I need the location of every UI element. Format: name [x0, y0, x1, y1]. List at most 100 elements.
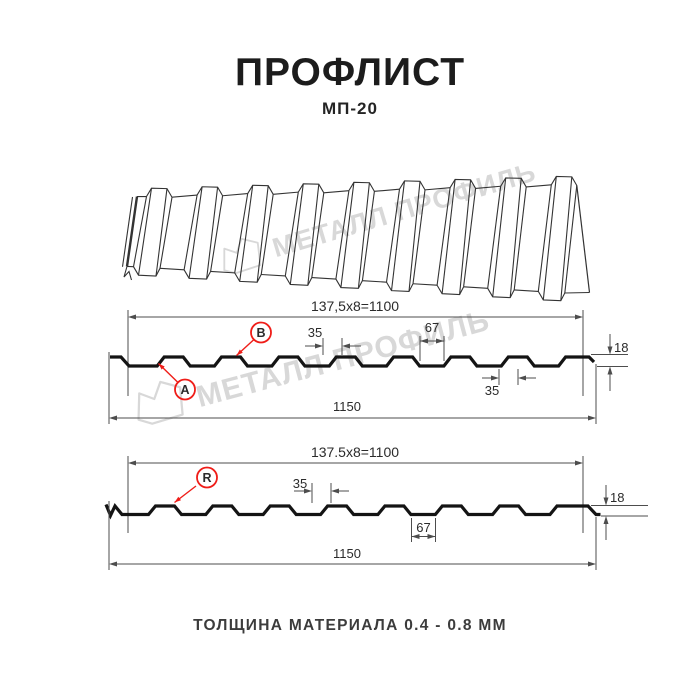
sheet-near-edge: [261, 273, 286, 277]
rib-far-end: [196, 186, 224, 197]
valley-width-label: 67: [416, 520, 430, 535]
rib-edge: [159, 197, 173, 269]
rib-far-end: [247, 184, 274, 195]
dimension-arrow: [109, 561, 117, 567]
rib-edge: [132, 196, 148, 267]
rib-width-label: 35: [308, 325, 322, 340]
rib-edge: [487, 186, 502, 289]
rib-edge: [357, 182, 370, 289]
sheet-far-edge: [424, 187, 451, 191]
cross-section-r: 137.5x8=1100 R 35 18 67 1150: [104, 444, 648, 570]
profile-model: МП-20: [322, 99, 378, 118]
rib-edge: [408, 181, 421, 292]
rib-edge: [256, 185, 269, 283]
dimension-arrow: [588, 415, 596, 421]
rib-edge: [137, 188, 153, 276]
rib-edge: [560, 176, 573, 301]
working-width-label: 137.5x8=1100: [311, 444, 399, 460]
dimension-arrow: [436, 338, 444, 344]
dimension-arrow: [491, 375, 499, 381]
sheet-near-edge: [159, 267, 185, 271]
rib-base-label: 35: [485, 383, 499, 398]
dimension-arrow: [575, 314, 583, 320]
dimension-arrow: [575, 460, 583, 466]
sheet-near-edge: [412, 283, 438, 286]
sheet-near-edge: [463, 286, 488, 289]
dimension-arrow: [128, 314, 136, 320]
rib-edge: [284, 192, 299, 277]
rib-edge: [155, 188, 168, 277]
dimension-arrow: [315, 343, 323, 349]
rib-far-end: [449, 178, 477, 189]
dimension-arrow: [603, 497, 609, 506]
rib-near-end: [386, 281, 414, 293]
rib-edge: [260, 194, 274, 275]
rib-edge: [390, 180, 406, 291]
dimension-arrow: [331, 488, 339, 494]
rib-near-end: [537, 291, 566, 302]
callout-arrow: [158, 363, 165, 370]
callout-letter: A: [180, 383, 189, 397]
rib-far-end: [146, 187, 173, 198]
material-thickness-note: ТОЛЩИНА МАТЕРИАЛА 0.4 - 0.8 ММ: [193, 617, 507, 634]
sheet-far-edge: [222, 193, 248, 197]
height-label: 18: [610, 490, 624, 505]
sheet-end-edge: [121, 196, 134, 267]
rib-edge: [385, 189, 401, 283]
rib-edge: [234, 193, 249, 273]
rib-edge: [335, 190, 350, 280]
rib-far-end: [399, 180, 426, 191]
rib-edge: [206, 187, 219, 280]
sheet-far-edge: [475, 185, 501, 189]
dimension-arrow: [607, 346, 613, 355]
dimension-arrow: [607, 366, 613, 375]
profile-3d-sketch: [121, 175, 591, 302]
rib-edge: [307, 184, 320, 286]
rib-near-end: [487, 288, 515, 299]
rib-edge: [459, 179, 472, 295]
working-width-label: 137,5x8=1100: [311, 298, 399, 314]
profile-outline: [110, 355, 596, 368]
dimension-arrow: [420, 338, 428, 344]
height-label: 18: [614, 340, 628, 355]
sheet-near-edge: [514, 289, 539, 292]
rib-edge: [361, 191, 375, 281]
rib-edge: [463, 188, 477, 287]
sheet-near-edge: [362, 280, 387, 283]
cross-section-ab: 137,5x8=1100 A B 35 67 18 35 1150: [108, 298, 628, 424]
valley-width-label: 67: [425, 320, 439, 335]
rib-edge: [492, 177, 507, 297]
rib-edge: [210, 195, 224, 272]
callout-arrow: [174, 496, 181, 503]
rib-edge: [513, 186, 527, 290]
rib-edge: [188, 186, 203, 279]
rib-edge: [564, 185, 578, 294]
sheet-near-edge: [311, 277, 336, 280]
rib-edge: [239, 185, 254, 282]
sheet-end-edge: [125, 196, 139, 267]
rib-edge: [509, 178, 522, 298]
rib-near-end: [436, 284, 465, 296]
rib-width-label: 35: [293, 476, 307, 491]
rib-edge: [340, 182, 355, 288]
rib-near-end: [183, 269, 212, 280]
dimension-arrow: [427, 534, 436, 539]
rib-near-end: [335, 278, 363, 289]
sheet-end-edge: [576, 185, 591, 293]
rib-far-end: [500, 177, 527, 188]
dimension-arrow: [588, 561, 596, 567]
sheet-far-edge: [323, 190, 349, 194]
sheet-near-edge: [564, 291, 590, 294]
callout-circle: [250, 321, 272, 344]
sheet-near-edge: [210, 270, 235, 274]
rib-near-end: [234, 272, 262, 283]
dimension-arrow: [518, 375, 526, 381]
rib-far-end: [550, 175, 578, 186]
dimension-arrow: [342, 343, 350, 349]
dimension-arrow: [304, 488, 312, 494]
rib-edge: [441, 179, 456, 294]
overall-width-label: 1150: [333, 399, 361, 414]
rib-near-end: [133, 266, 161, 277]
dimension-arrow: [109, 415, 117, 421]
rib-edge: [537, 184, 552, 292]
